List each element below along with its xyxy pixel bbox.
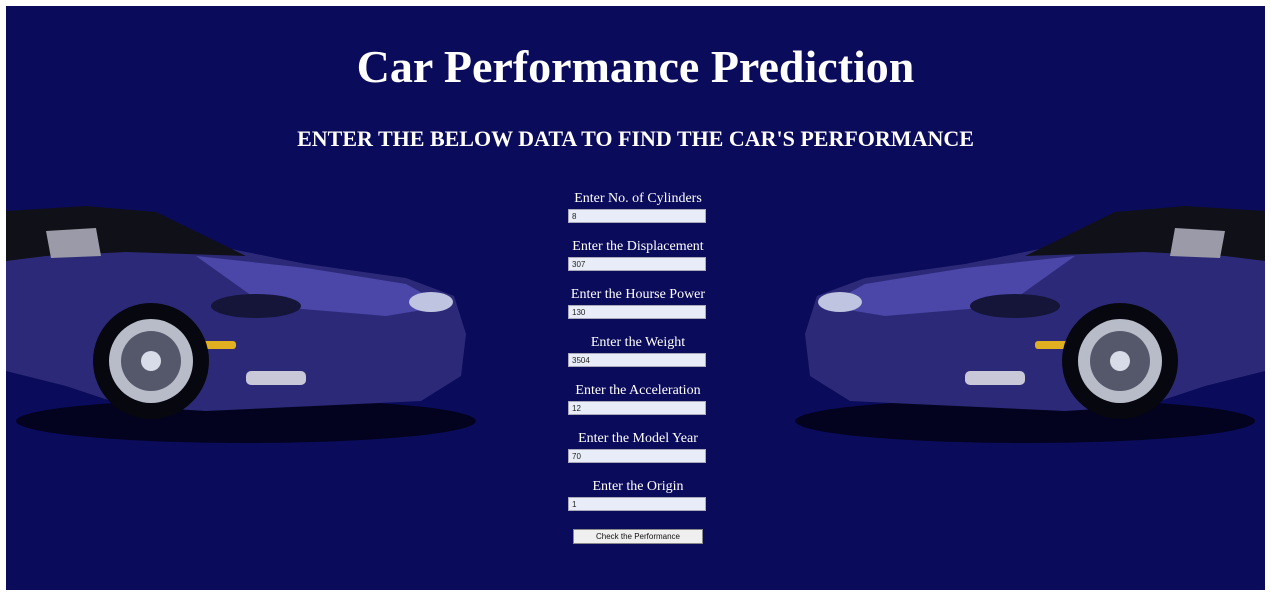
text-input[interactable]: 130 <box>568 305 706 319</box>
text-input[interactable]: 307 <box>568 257 706 271</box>
car-right <box>795 206 1265 443</box>
field-label: Enter the Origin <box>488 479 788 495</box>
submit-button[interactable]: Check the Performance <box>573 529 703 544</box>
field-label: Enter the Displacement <box>488 239 788 255</box>
text-input[interactable]: 3504 <box>568 353 706 367</box>
car-left <box>6 206 476 443</box>
text-input[interactable]: 12 <box>568 401 706 415</box>
text-input[interactable]: 8 <box>568 209 706 223</box>
subtitle: ENTER THE BELOW DATA TO FIND THE CAR'S P… <box>6 126 1265 152</box>
field-label: Enter the Model Year <box>488 431 788 447</box>
field-label: Enter No. of Cylinders <box>488 191 788 207</box>
page: Car Performance Prediction ENTER THE BEL… <box>6 6 1265 590</box>
text-input[interactable]: 70 <box>568 449 706 463</box>
field-label: Enter the Acceleration <box>488 383 788 399</box>
text-input[interactable]: 1 <box>568 497 706 511</box>
title: Car Performance Prediction <box>6 40 1265 93</box>
field-label: Enter the Hourse Power <box>488 287 788 303</box>
field-label: Enter the Weight <box>488 335 788 351</box>
